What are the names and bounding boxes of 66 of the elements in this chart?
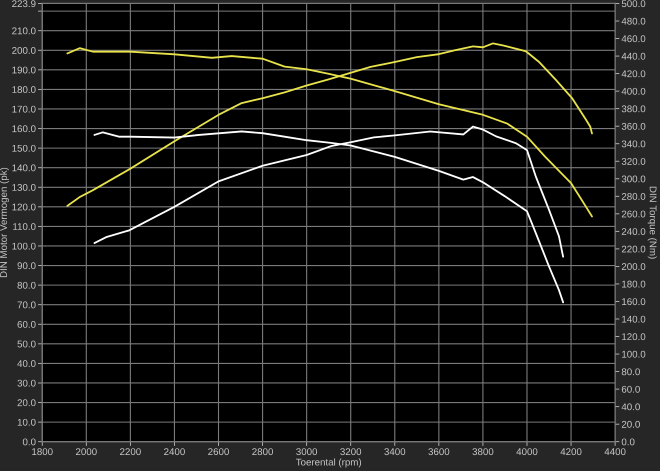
y2-tick-label: 40.0 [622,403,640,410]
y2-tick-label: 120.0 [622,333,646,340]
y2-tick-label: 100.0 [622,350,646,358]
x-tick-label: 3600 [428,448,450,456]
x-tick-label: 1800 [32,448,53,456]
y2-tick-label: 240.0 [622,228,646,235]
y2-tick-label: 500.0 [622,0,646,8]
y2-tick-label: 160.0 [622,298,646,306]
x-tick-label: 2000 [76,448,97,456]
y-tick-label: 170.0 [12,106,36,113]
x-tick-label: 3200 [340,448,362,456]
y-tick-label: 140.0 [12,164,36,172]
y2-tick-label: 0.0 [622,438,635,446]
y-tick-label: 70.0 [18,301,36,308]
y2-tick-label: 320.0 [622,158,646,165]
x-tick-label: 2600 [208,448,229,456]
y-tick-label: 190.0 [12,66,36,74]
y-tick-label: 60.0 [18,321,36,328]
y-axis-title: DIN Motor Vermogen (pk) [0,168,9,278]
y2-tick-label: 180.0 [622,280,646,288]
y2-tick-label: 380.0 [622,105,646,112]
y-tick-label: 200.0 [12,46,36,54]
y-tick-label: 50.0 [17,340,36,348]
y2-tick-label: 300.0 [622,176,646,182]
y2-tick-label: 80.0 [622,368,640,376]
x-axis-title: Toerental (rpm) [296,458,362,468]
y2-tick-label: 460.0 [622,35,646,42]
y2-tick-label: 60.0 [622,386,640,393]
x-tick-label: 3800 [472,448,494,456]
y2-tick-label: 20.0 [622,420,640,428]
x-tick-label: 3400 [384,448,406,456]
y-tick-label: 30.0 [17,380,36,387]
y2-tick-label: 420.0 [622,70,646,78]
y2-tick-label: 480.0 [622,18,646,25]
y-tick-label: 0.0 [22,438,36,446]
y2-tick-label: 200.0 [622,263,646,270]
y-tick-label: 100.0 [12,242,36,250]
y2-axis-title: DIN Torque (Nm) [648,186,657,259]
y2-tick-label: 220.0 [622,246,646,253]
y2-tick-label: 440.0 [622,52,646,60]
y-tick-label: 120.0 [12,204,36,210]
y-tick-label: 130.0 [12,184,36,191]
x-tick-label: 4400 [604,448,626,456]
y-tick-label: 160.0 [12,125,36,132]
x-tick-label: 2400 [164,448,185,456]
y-tick-label: 80.0 [17,282,36,289]
x-tick-label: 2200 [120,448,141,456]
y-tick-label: 223.9 [12,0,36,8]
x-tick-label: 3000 [296,448,318,456]
x-tick-label: 4200 [560,448,582,456]
y2-tick-label: 400.0 [622,88,646,95]
y2-tick-label: 280.0 [622,193,646,200]
y-tick-label: 40.0 [17,360,36,368]
y-tick-label: 110.0 [13,223,36,230]
y-tick-label: 20.0 [18,399,36,406]
y2-tick-label: 340.0 [622,140,646,148]
y2-tick-label: 140.0 [622,316,646,323]
x-tick-label: 2800 [252,448,274,456]
y2-tick-label: 360.0 [622,122,646,130]
y-tick-label: 150.0 [12,144,36,152]
y-tick-label: 90.0 [18,262,36,270]
y2-tick-label: 260.0 [622,210,646,218]
x-tick-label: 4000 [516,448,538,456]
y-tick-label: 10.0 [18,418,36,426]
y-tick-label: 180.0 [12,86,36,94]
y-tick-label: 210.0 [12,27,36,34]
